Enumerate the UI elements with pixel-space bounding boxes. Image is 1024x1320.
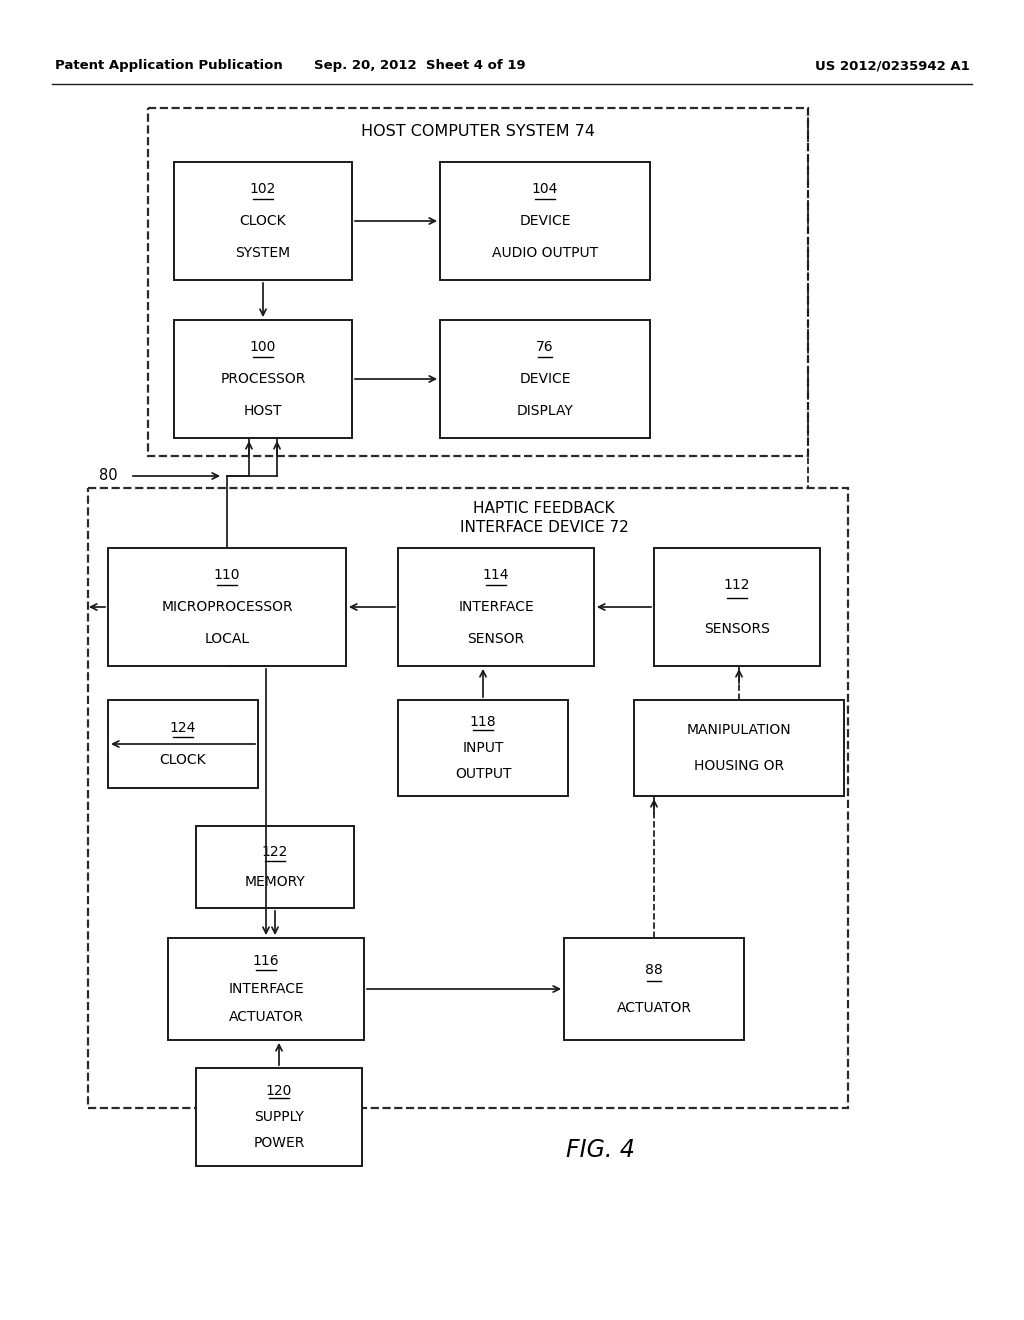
Text: SENSOR: SENSOR <box>467 632 524 645</box>
Text: 100: 100 <box>250 341 276 354</box>
Text: 76: 76 <box>537 341 554 354</box>
Text: HOST COMPUTER SYSTEM 74: HOST COMPUTER SYSTEM 74 <box>361 124 595 140</box>
Text: PROCESSOR: PROCESSOR <box>220 372 306 385</box>
Text: INTERFACE: INTERFACE <box>458 601 534 614</box>
Text: 118: 118 <box>470 715 497 729</box>
Text: Sep. 20, 2012  Sheet 4 of 19: Sep. 20, 2012 Sheet 4 of 19 <box>314 59 525 73</box>
Text: 122: 122 <box>262 845 288 859</box>
Text: 104: 104 <box>531 182 558 197</box>
Text: HOST: HOST <box>244 404 283 418</box>
Text: 116: 116 <box>253 954 280 969</box>
Bar <box>398 548 594 667</box>
Text: ACTUATOR: ACTUATOR <box>228 1010 303 1023</box>
Text: US 2012/0235942 A1: US 2012/0235942 A1 <box>815 59 970 73</box>
Text: INPUT: INPUT <box>462 741 504 755</box>
Text: 110: 110 <box>214 568 241 582</box>
Bar <box>88 488 848 1107</box>
Text: SYSTEM: SYSTEM <box>236 246 291 260</box>
Text: AUDIO OUTPUT: AUDIO OUTPUT <box>492 246 598 260</box>
Bar <box>148 108 808 455</box>
Bar <box>398 700 568 796</box>
Bar <box>564 939 744 1040</box>
Text: 120: 120 <box>266 1084 292 1097</box>
Text: FIG. 4: FIG. 4 <box>565 1138 635 1162</box>
Text: HAPTIC FEEDBACK
INTERFACE DEVICE 72: HAPTIC FEEDBACK INTERFACE DEVICE 72 <box>460 500 629 536</box>
Text: SUPPLY: SUPPLY <box>254 1110 304 1125</box>
Text: DISPLAY: DISPLAY <box>517 404 573 418</box>
Text: DEVICE: DEVICE <box>519 214 570 228</box>
Text: SENSORS: SENSORS <box>705 622 770 636</box>
Text: 88: 88 <box>645 964 663 977</box>
Text: HOUSING OR: HOUSING OR <box>694 759 784 772</box>
Bar <box>108 700 258 788</box>
Text: CLOCK: CLOCK <box>160 754 206 767</box>
Text: 112: 112 <box>724 578 751 593</box>
Text: MANIPULATION: MANIPULATION <box>687 723 792 738</box>
Bar <box>634 700 844 796</box>
Text: ACTUATOR: ACTUATOR <box>616 1001 691 1015</box>
Text: 114: 114 <box>482 568 509 582</box>
Bar <box>174 319 352 438</box>
Text: Patent Application Publication: Patent Application Publication <box>55 59 283 73</box>
Bar <box>654 548 820 667</box>
Text: 80: 80 <box>99 469 118 483</box>
Text: 124: 124 <box>170 721 197 735</box>
Text: MICROPROCESSOR: MICROPROCESSOR <box>161 601 293 614</box>
Bar <box>440 162 650 280</box>
Bar <box>196 1068 362 1166</box>
Bar <box>174 162 352 280</box>
Text: DEVICE: DEVICE <box>519 372 570 385</box>
Text: LOCAL: LOCAL <box>205 632 250 645</box>
Text: POWER: POWER <box>253 1137 305 1151</box>
Text: CLOCK: CLOCK <box>240 214 287 228</box>
Text: 102: 102 <box>250 182 276 197</box>
Bar <box>108 548 346 667</box>
Bar <box>196 826 354 908</box>
Bar <box>168 939 364 1040</box>
Text: MEMORY: MEMORY <box>245 875 305 890</box>
Text: OUTPUT: OUTPUT <box>455 767 511 781</box>
Text: INTERFACE: INTERFACE <box>228 982 304 997</box>
Bar <box>440 319 650 438</box>
